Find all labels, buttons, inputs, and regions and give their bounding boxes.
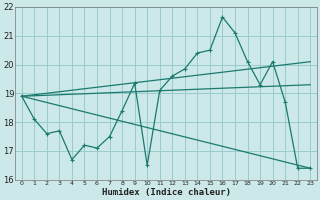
X-axis label: Humidex (Indice chaleur): Humidex (Indice chaleur) [101,188,230,197]
